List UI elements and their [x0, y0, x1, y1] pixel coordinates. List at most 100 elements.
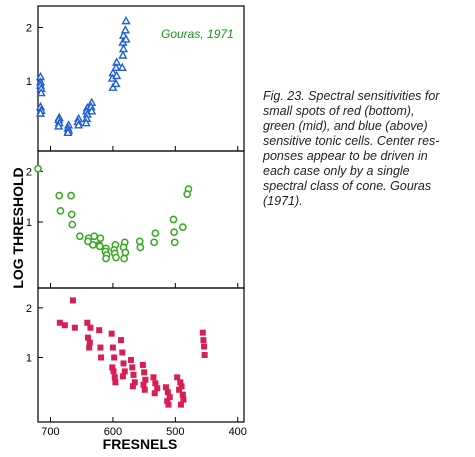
bottom-data-point: [164, 389, 171, 396]
mid-data-point: [170, 228, 178, 237]
bottom-data-point: [118, 337, 125, 344]
legend-annotation: Gouras, 1971: [161, 27, 234, 41]
bottom-data-point: [129, 383, 136, 390]
mid-data-point: [121, 248, 130, 257]
bottom-data-point: [151, 390, 158, 397]
bottom-data-point: [84, 319, 91, 326]
bottom-data-point: [164, 398, 171, 405]
top-data-point: [111, 62, 121, 72]
mid-data-point: [135, 237, 144, 246]
bottom-data-point: [86, 344, 93, 351]
mid-data-point: [183, 190, 192, 198]
bottom-data-point: [97, 344, 104, 351]
top-data-point: [121, 15, 131, 25]
bottom-data-point: [71, 324, 78, 331]
mid-data-point: [169, 215, 178, 224]
bottom-data-point: [177, 379, 184, 386]
mid-data-point: [170, 238, 179, 247]
bottom-data-point: [86, 339, 93, 346]
y-tick-label-top: 1: [26, 76, 32, 88]
mid-data-point: [136, 243, 145, 252]
top-data-point: [87, 106, 97, 115]
mid-data-point: [89, 241, 97, 249]
mid-data-point: [67, 210, 76, 219]
bottom-data-point: [141, 369, 148, 376]
bottom-data-point: [154, 385, 161, 392]
bottom-data-point: [96, 327, 103, 334]
mid-data-point: [95, 242, 104, 251]
bottom-data-point: [200, 337, 207, 344]
bottom-data-point: [120, 360, 127, 367]
bottom-data-point: [119, 349, 126, 356]
top-data-point: [81, 118, 91, 127]
mid-data-point: [150, 238, 158, 247]
bottom-data-point: [140, 381, 147, 388]
bottom-data-point: [110, 368, 117, 375]
top-data-point: [112, 70, 122, 80]
bottom-data-point: [139, 361, 146, 368]
bottom-data-point: [178, 383, 185, 390]
y-tick-label-top: 2: [26, 22, 32, 34]
panel-frame-mid: [37, 150, 245, 289]
bottom-data-point: [119, 373, 126, 380]
mid-data-point: [178, 223, 187, 231]
panel-mid: 12: [26, 150, 245, 289]
mid-data-point: [84, 237, 92, 246]
x-tick-label: 600: [104, 426, 122, 438]
bottom-data-point: [109, 364, 116, 371]
bottom-data-point: [201, 352, 208, 358]
bottom-data-point: [177, 401, 184, 408]
bottom-data-point: [179, 391, 186, 398]
bottom-data-point: [56, 319, 63, 326]
top-data-point: [121, 34, 131, 43]
bottom-data-point: [98, 354, 105, 361]
y-tick-label-mid: 1: [26, 217, 32, 229]
bottom-data-point: [112, 379, 119, 386]
bottom-data-point: [152, 380, 159, 387]
bottom-data-point: [176, 386, 183, 393]
mid-data-point: [96, 234, 105, 243]
top-data-point: [54, 121, 64, 130]
mid-data-point: [34, 164, 42, 173]
top-data-point: [73, 120, 84, 129]
x-axis: 700 600 500 400: [41, 426, 247, 438]
x-tick-label: 700: [41, 426, 59, 438]
mid-data-point: [90, 232, 99, 241]
bottom-data-point: [128, 356, 135, 363]
top-data-point: [118, 50, 128, 59]
top-data-point: [35, 108, 46, 117]
bottom-data-point: [109, 344, 116, 351]
bottom-data-point: [150, 374, 157, 381]
bottom-data-point: [141, 386, 148, 393]
top-data-point: [111, 78, 121, 88]
bottom-data-point: [111, 354, 118, 361]
top-data-point: [117, 62, 127, 72]
bottom-data-point: [166, 394, 173, 401]
bottom-data-point: [174, 374, 181, 381]
figure-caption: Fig. 23. Spectral sensitivities for smal…: [263, 89, 440, 208]
bottom-data-point: [142, 376, 149, 383]
bottom-data-point: [69, 297, 76, 304]
panel-top: 12: [26, 5, 245, 152]
bottom-data-point: [129, 364, 136, 371]
y-tick-label-bottom: 2: [26, 303, 32, 315]
top-data-point: [120, 25, 130, 34]
mid-data-point: [56, 207, 65, 215]
panel-bottom: 12: [26, 287, 245, 423]
mid-data-point: [112, 253, 120, 262]
bottom-data-point: [87, 324, 94, 331]
bottom-data-point: [108, 330, 115, 337]
mid-data-point: [75, 232, 84, 241]
bottom-data-point: [162, 384, 169, 391]
x-axis-title: FRESNELS: [103, 436, 178, 452]
mid-data-point: [68, 220, 77, 229]
x-tick-label: 500: [166, 426, 184, 438]
x-tick-label: 400: [229, 426, 247, 438]
y-axis-title: LOG THRESHOLD: [10, 167, 26, 288]
mid-data-point: [55, 191, 64, 200]
mid-data-point: [120, 254, 128, 263]
panel-frame-bottom: [37, 287, 245, 423]
mid-data-point: [67, 191, 75, 200]
bottom-data-point: [180, 396, 187, 403]
